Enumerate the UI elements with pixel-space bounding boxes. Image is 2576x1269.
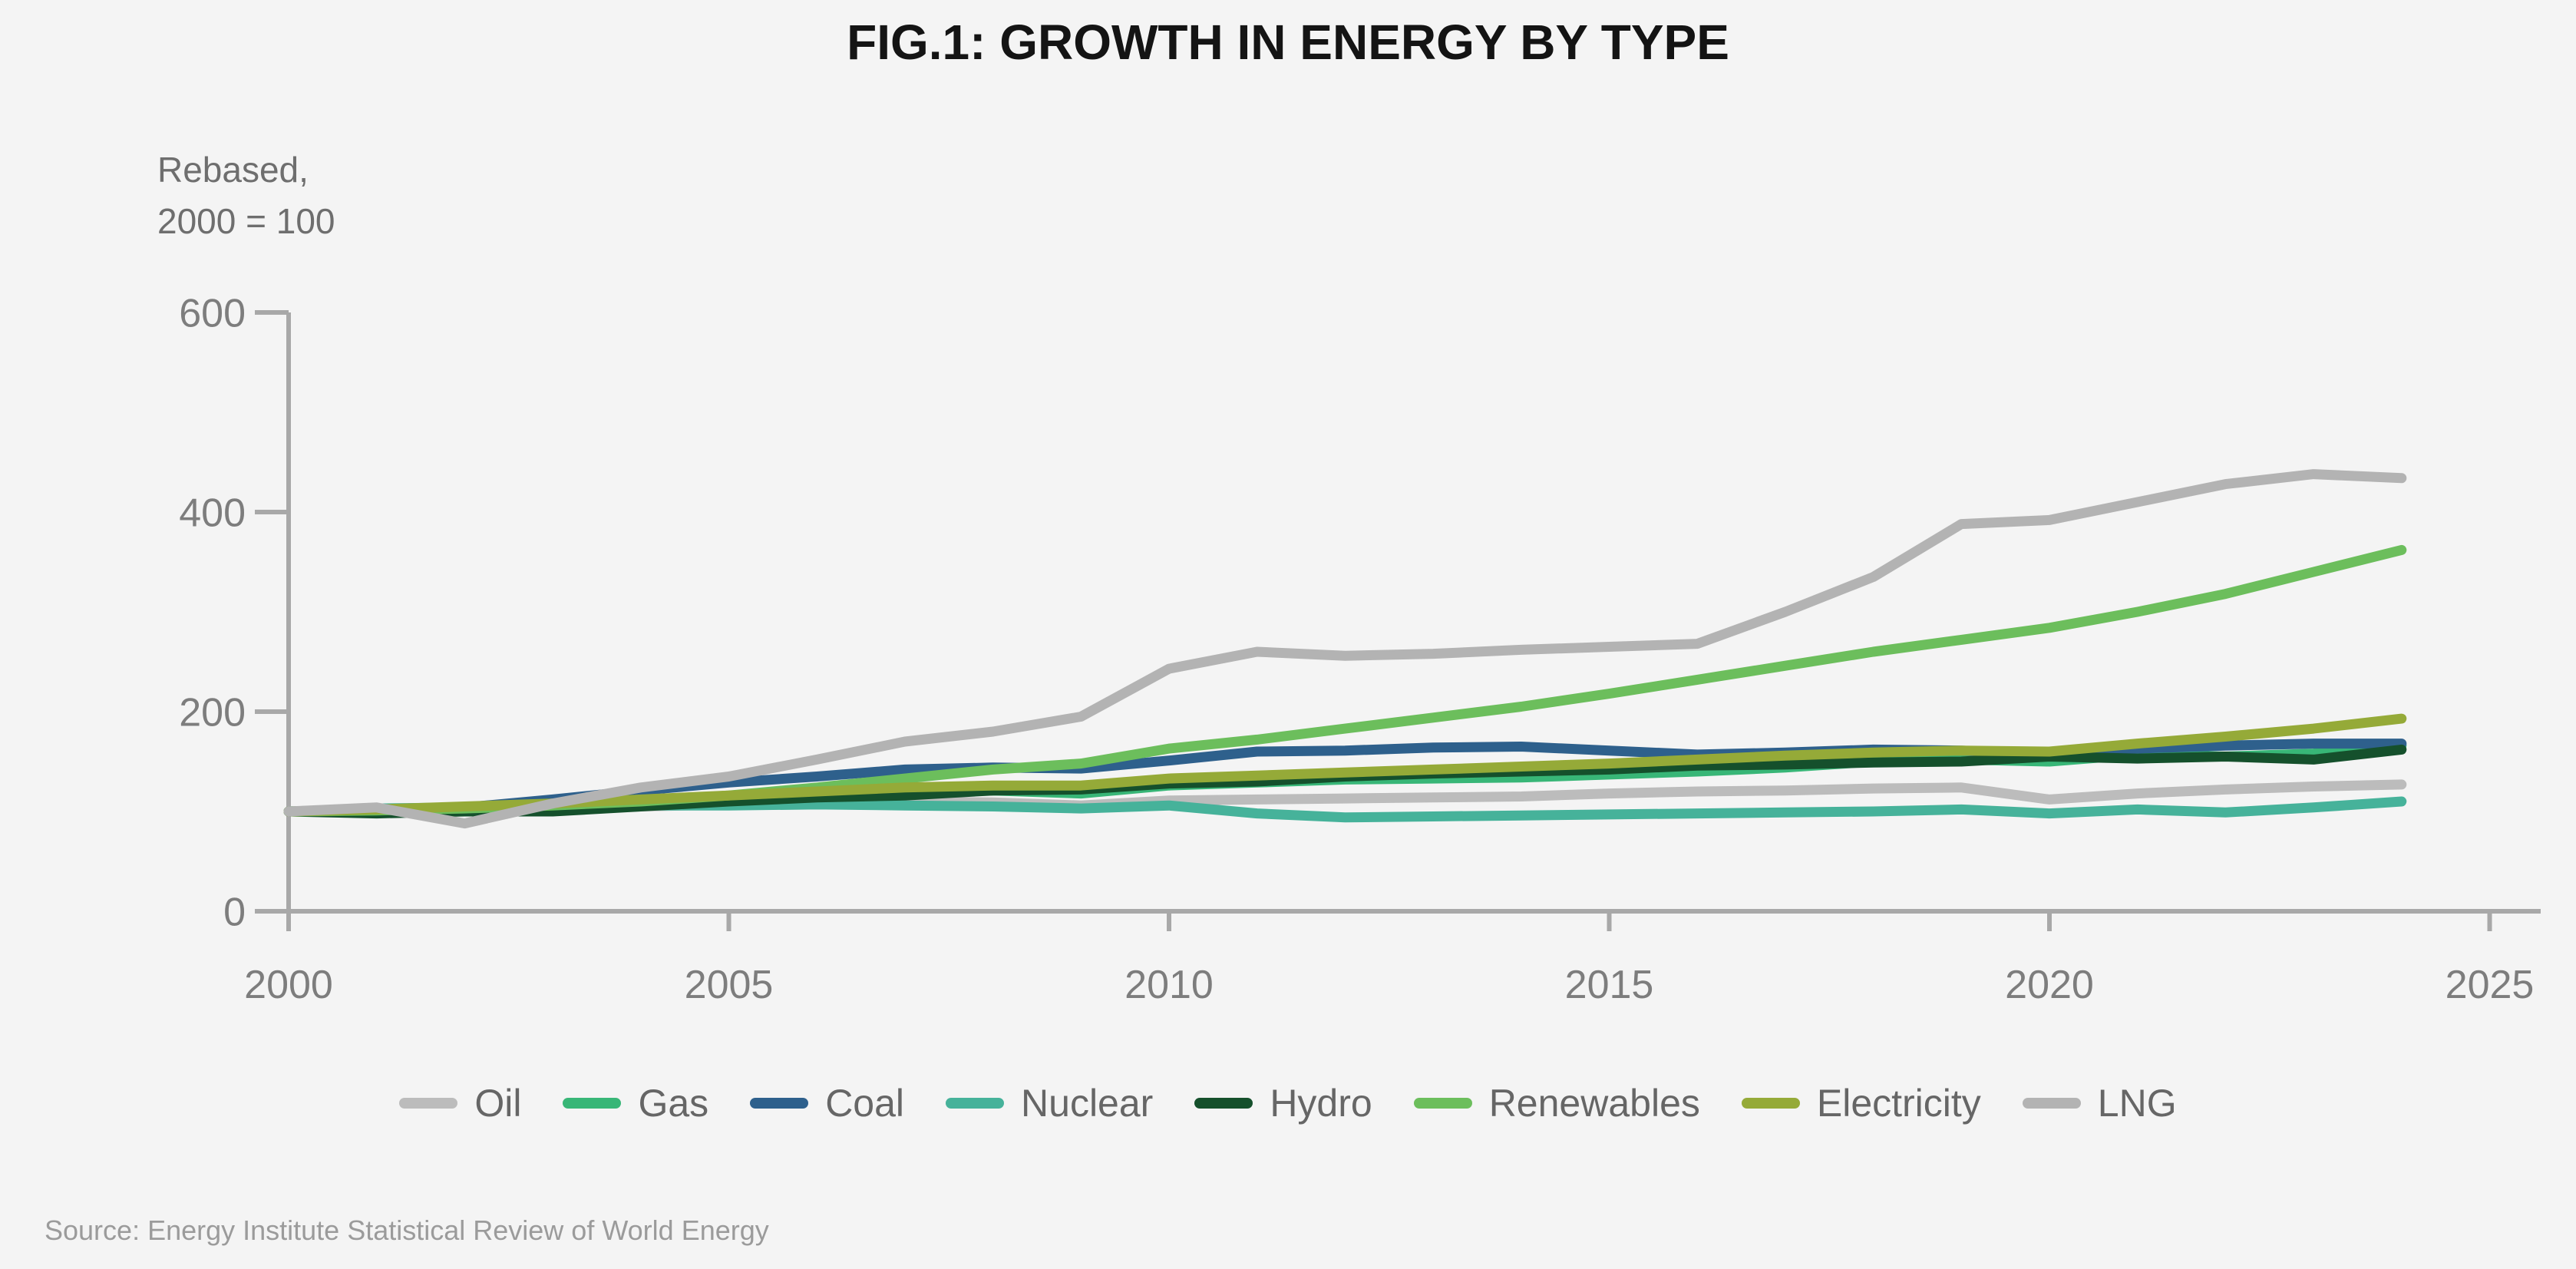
legend-swatch-lng — [2022, 1098, 2081, 1109]
legend-label-lng: LNG — [2097, 1082, 2177, 1125]
legend-label-coal: Coal — [825, 1082, 905, 1125]
legend-swatch-hydro — [1194, 1098, 1253, 1109]
x-tick-label-2010: 2010 — [1125, 963, 1214, 1007]
legend-item-hydro: Hydro — [1194, 1081, 1372, 1125]
legend-item-lng: LNG — [2022, 1081, 2177, 1125]
legend-swatch-renewables — [1413, 1098, 1472, 1109]
series-line-electricity — [283, 713, 2407, 817]
x-tick-label-2000: 2000 — [244, 963, 333, 1007]
y-tick-label-400: 400 — [179, 491, 246, 536]
legend-item-oil: Oil — [399, 1081, 521, 1125]
legend-label-oil: Oil — [474, 1082, 522, 1125]
chart-title: FIG.1: GROWTH IN ENERGY BY TYPE — [847, 15, 1729, 70]
legend-item-electricity: Electricity — [1741, 1081, 1981, 1125]
x-tick-label-2020: 2020 — [2005, 963, 2094, 1007]
legend-swatch-gas — [563, 1098, 622, 1109]
y-axis-note: Rebased, 2000 = 100 — [157, 144, 335, 246]
legend-swatch-nuclear — [946, 1098, 1005, 1109]
x-tick-label-2025: 2025 — [2446, 963, 2535, 1007]
legend-swatch-coal — [750, 1098, 809, 1109]
y-tick-label-600: 600 — [179, 292, 246, 336]
legend-item-nuclear: Nuclear — [946, 1081, 1153, 1125]
series-line-lng — [283, 469, 2407, 829]
legend-swatch-electricity — [1741, 1098, 1800, 1109]
y-axis-note-line1: Rebased, — [157, 150, 309, 190]
y-axis-note-line2: 2000 = 100 — [157, 200, 335, 241]
y-tick-label-0: 0 — [223, 891, 246, 935]
y-tick-label-200: 200 — [179, 691, 246, 735]
x-tick-label-2005: 2005 — [685, 963, 774, 1007]
legend-label-nuclear: Nuclear — [1021, 1082, 1154, 1125]
legend-swatch-oil — [399, 1098, 458, 1109]
legend-item-gas: Gas — [563, 1081, 708, 1125]
legend-label-renewables: Renewables — [1488, 1082, 1700, 1125]
chart-legend: Oil Gas Coal Nuclear Hydro Renewables Electric… — [0, 1081, 2576, 1125]
legend-item-renewables: Renewables — [1413, 1081, 1700, 1125]
legend-label-gas: Gas — [638, 1082, 709, 1125]
legend-label-hydro: Hydro — [1270, 1082, 1372, 1125]
source-note: Source: Energy Institute Statistical Rev… — [45, 1214, 769, 1246]
x-tick-label-2015: 2015 — [1565, 963, 1654, 1007]
legend-item-coal: Coal — [750, 1081, 904, 1125]
legend-label-electricity: Electricity — [1816, 1082, 1981, 1125]
